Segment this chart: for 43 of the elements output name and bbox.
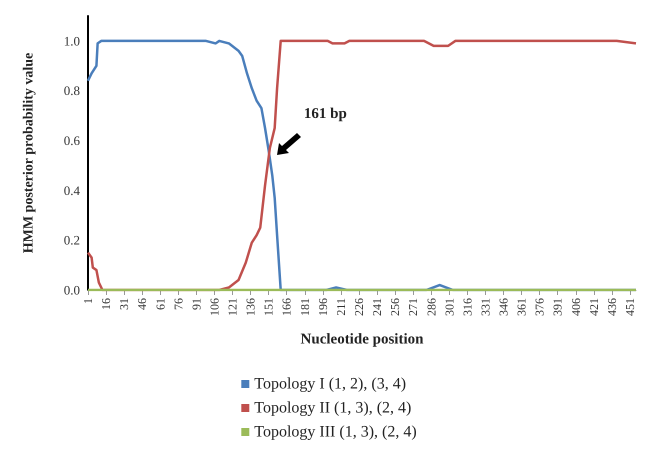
x-tick-label: 241 xyxy=(370,298,384,316)
x-tick-label: 211 xyxy=(334,298,348,316)
x-tick-label: 151 xyxy=(262,298,276,316)
x-tick-label: 136 xyxy=(244,298,258,316)
x-tick-label: 406 xyxy=(568,298,583,316)
x-tick-label: 16 xyxy=(99,298,114,310)
x-tick-label: 106 xyxy=(207,298,222,316)
x-tick-label: 121 xyxy=(226,298,240,316)
y-tick-label: 0.8 xyxy=(64,83,80,98)
y-tick-label: 0.6 xyxy=(64,133,80,148)
x-tick-label: 316 xyxy=(460,298,474,316)
legend-label: Topology II (1, 3), (2, 4) xyxy=(254,400,412,416)
legend-label: Topology I (1, 2), (3, 4) xyxy=(254,376,406,392)
x-tick-label: 61 xyxy=(153,298,168,310)
x-tick-label: 286 xyxy=(424,298,438,316)
x-tick-label: 421 xyxy=(586,298,601,316)
x-tick-label: 76 xyxy=(171,298,186,310)
x-tick-label: 181 xyxy=(298,298,312,316)
x-tick-label: 31 xyxy=(117,298,132,310)
x-tick-label: 196 xyxy=(316,298,330,316)
x-tick-label: 301 xyxy=(442,298,456,316)
x-tick-label: 91 xyxy=(189,298,204,310)
x-tick-label: 391 xyxy=(550,298,565,316)
x-tick-label: 1 xyxy=(81,298,95,304)
x-tick-label: 361 xyxy=(514,298,529,316)
x-tick-label: 451 xyxy=(622,298,637,316)
x-tick-label: 436 xyxy=(604,298,619,316)
x-tick-label: 166 xyxy=(280,298,294,316)
y-tick-label: 0.0 xyxy=(64,282,80,298)
x-tick-label: 346 xyxy=(496,298,511,316)
y-axis-title: HMM posterior probability value xyxy=(22,52,36,254)
x-tick-label: 376 xyxy=(532,298,547,316)
y-tick-label: 0.2 xyxy=(64,232,80,248)
x-tick-label: 331 xyxy=(478,298,492,316)
x-axis-title: Nucleotide position xyxy=(300,332,424,348)
y-tick-label: 1.0 xyxy=(64,33,80,48)
legend-label: Topology III (1, 3), (2, 4) xyxy=(254,424,417,440)
y-tick-label: 0.4 xyxy=(64,182,80,198)
annotation: 161 bp xyxy=(304,106,347,124)
x-tick-label: 271 xyxy=(406,298,420,316)
x-tick-label: 46 xyxy=(135,298,150,310)
x-tick-label: 226 xyxy=(352,298,366,316)
x-tick-label: 256 xyxy=(388,298,402,316)
